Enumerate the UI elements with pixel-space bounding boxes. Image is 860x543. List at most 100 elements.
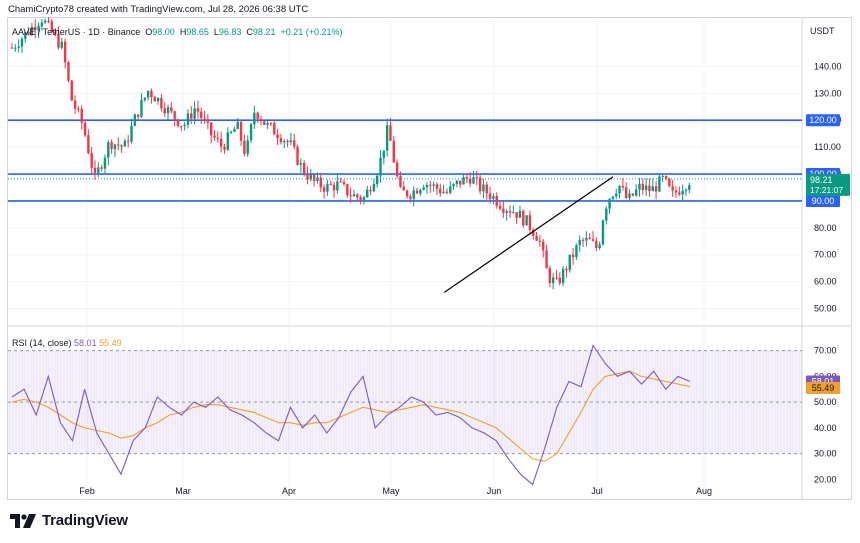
symbol-label[interactable]: AAVE / TetherUS · 1D · Binance [12, 27, 141, 37]
candle-up [611, 196, 615, 199]
candle-down [548, 268, 552, 284]
candle-down [445, 191, 449, 193]
candle-up [638, 183, 641, 190]
chart-credit: ChamiCrypto78 created with TradingView.c… [8, 4, 309, 15]
candle-up [658, 176, 661, 192]
candle-down [488, 193, 492, 199]
candle-down [625, 187, 628, 198]
candle-down [565, 268, 568, 271]
candle-down [558, 277, 561, 284]
last-price-label: 98.21 [810, 175, 833, 185]
candle-down [468, 178, 472, 184]
candle-down [621, 185, 625, 188]
candle-down [219, 138, 223, 147]
candle-down [502, 208, 505, 213]
time-tick-label: May [382, 486, 400, 496]
candlestick-series [10, 17, 691, 290]
rsi-indicator-label[interactable]: RSI (14, close) [12, 338, 72, 348]
currency-label[interactable]: USDT [810, 26, 835, 36]
candle-up [598, 244, 601, 249]
high-label: H [179, 27, 187, 37]
candle-down [475, 177, 478, 179]
candle-down [515, 212, 518, 218]
candle-down [545, 250, 548, 269]
candle-up [44, 20, 47, 23]
candle-up [246, 140, 249, 154]
change-value: +0.21 (+0.21%) [280, 27, 343, 37]
candle-up [24, 32, 27, 39]
candle-down [276, 134, 279, 139]
candle-down [349, 195, 352, 197]
candle-down [273, 123, 276, 135]
candle-up [133, 114, 137, 126]
candle-up [17, 46, 20, 48]
candle-up [684, 189, 688, 192]
candle-down [332, 184, 336, 191]
rsi-pane [8, 344, 802, 486]
candle-down [595, 240, 598, 249]
candle-down [47, 20, 50, 22]
candle-up [299, 162, 303, 165]
rsi-ma-line [11, 370, 691, 462]
candle-down [555, 277, 558, 279]
candle-up [608, 198, 611, 209]
candle-up [266, 123, 269, 125]
candle-down [57, 33, 60, 48]
candle-up [143, 97, 146, 100]
candle-down [100, 167, 103, 169]
candle-up [605, 208, 608, 221]
candle-down [409, 196, 412, 199]
rsi-tick-label: 30.00 [814, 449, 837, 459]
candle-up [140, 99, 143, 117]
candle-up [362, 197, 366, 200]
candle-down [196, 108, 200, 112]
candle-up [326, 183, 329, 192]
candle-down [322, 187, 326, 192]
candle-down [190, 113, 193, 119]
candle-up [372, 184, 376, 192]
rsi-ma-value: 55.49 [99, 338, 122, 348]
candle-up [492, 195, 495, 199]
candle-down [664, 176, 668, 179]
candle-up [651, 186, 654, 192]
candle-down [389, 125, 392, 141]
candle-up [229, 131, 233, 133]
candle-down [176, 119, 180, 127]
candle-up [462, 177, 465, 185]
candle-up [518, 210, 522, 218]
candle-down [306, 173, 309, 180]
candle-down [339, 181, 342, 183]
horizontal-levels [8, 119, 802, 202]
candle-down [163, 108, 166, 114]
candle-down [591, 239, 595, 241]
level-price-label: 120.00 [809, 115, 837, 125]
candle-down [588, 237, 591, 240]
candle-down [170, 107, 173, 112]
candle-up [336, 181, 339, 191]
candle-down [10, 47, 14, 49]
candle-down [286, 141, 289, 143]
candle-down [90, 153, 93, 168]
close-value: 98.21 [252, 27, 276, 37]
candle-up [289, 140, 293, 143]
candle-up [37, 26, 40, 31]
ohlc-header: AAVE / TetherUS · 1D · Binance O98.00 H9… [12, 27, 343, 37]
candle-down [532, 229, 535, 236]
candle-down [581, 239, 585, 241]
high-value: 98.65 [186, 27, 209, 37]
time-tick-label: Jul [591, 486, 603, 496]
candle-down [346, 184, 349, 196]
price-axis: 50.0060.0070.0080.0090.00100.00110.00120… [806, 61, 850, 484]
candle-down [439, 188, 442, 194]
candle-down [522, 210, 525, 226]
candle-down [293, 140, 296, 147]
candle-down [369, 189, 372, 192]
candle-up [316, 177, 319, 182]
rsi-tick-label: 20.00 [814, 474, 837, 484]
candle-down [210, 122, 213, 136]
candle-up [688, 185, 691, 190]
trendline [443, 176, 614, 293]
candle-up [130, 125, 133, 142]
last-price-tag [806, 173, 850, 196]
